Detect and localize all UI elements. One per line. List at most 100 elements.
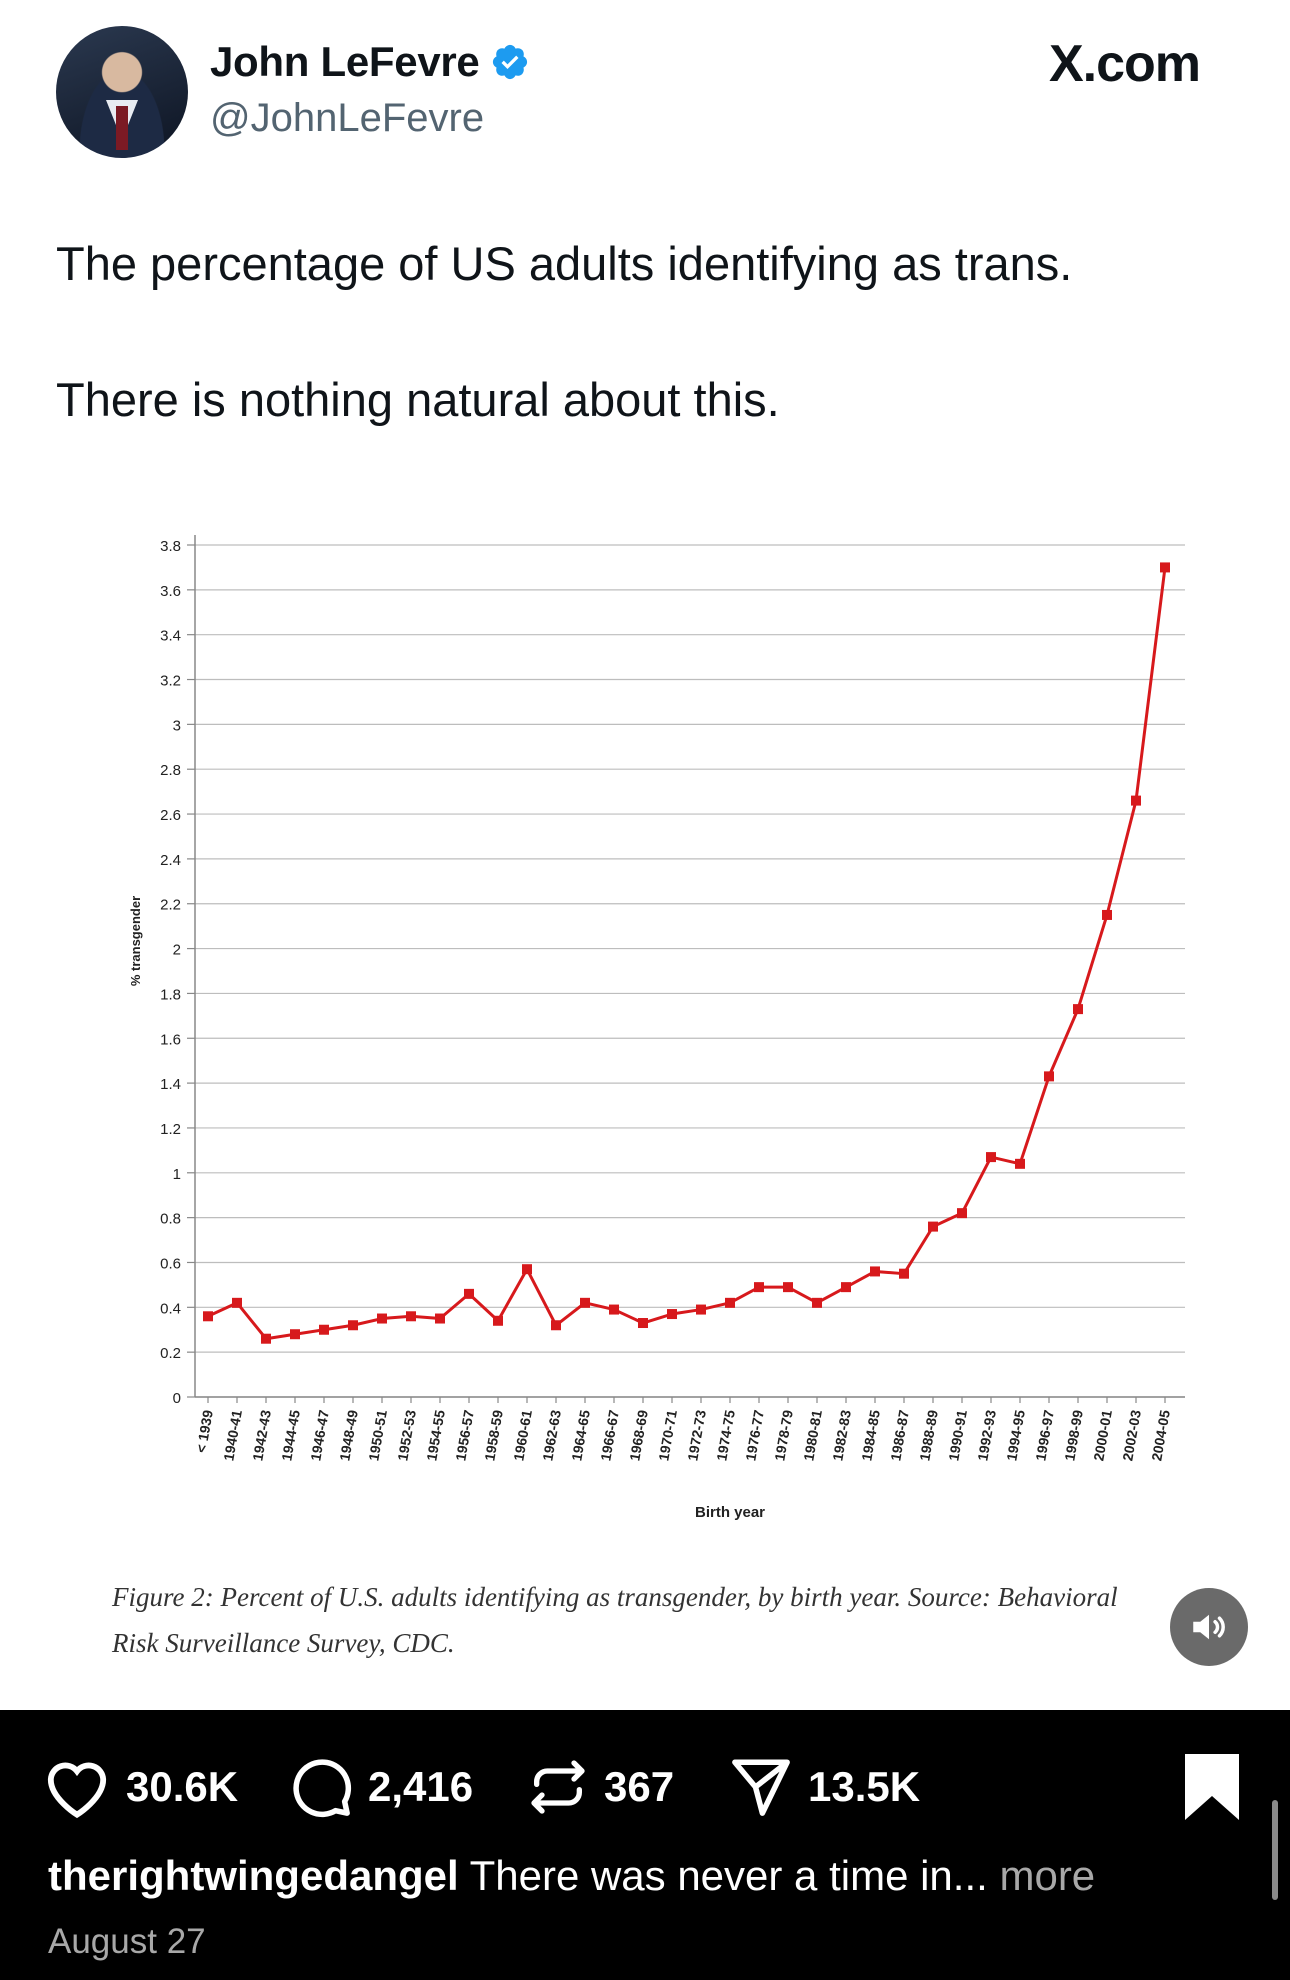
data-point-marker: [580, 1297, 590, 1308]
post-text-line-1: The percentage of US adults identifying …: [56, 237, 1073, 290]
like-count: 30.6K: [126, 1763, 239, 1810]
y-tick-label: 2.2: [160, 897, 181, 914]
caption-more-link[interactable]: more: [999, 1852, 1096, 1899]
x-tick-label: 1964-65: [568, 1409, 593, 1463]
y-tick-label: 1.2: [160, 1121, 181, 1138]
x-tick-label: 1996-97: [1032, 1409, 1057, 1463]
y-axis-label: % transgender: [128, 896, 143, 986]
data-point-marker: [406, 1311, 416, 1322]
data-point-marker: [290, 1329, 300, 1340]
y-tick-label: 1.8: [160, 986, 181, 1003]
x-tick-label: 1950-51: [365, 1409, 390, 1463]
x-tick-label: < 1939: [193, 1409, 216, 1455]
data-point-marker: [203, 1311, 213, 1322]
y-tick-label: 2.8: [160, 762, 181, 779]
x-tick-label: 1960-61: [510, 1409, 535, 1463]
author-avatar[interactable]: [56, 26, 188, 158]
y-tick-label: 0.6: [160, 1255, 181, 1272]
line-chart: 0 0.2 0.4 0.6 0.8 1 1.2 1.4 1.6 1.8 2 2.2 2.4 2.6 2.8 3…: [128, 535, 1185, 1521]
share-count: 13.5K: [808, 1763, 921, 1810]
y-tick-label: 2: [173, 942, 181, 959]
y-tick-label: 3.4: [160, 628, 181, 645]
x-tick-label: 1994-95: [1003, 1409, 1028, 1463]
data-point-marker: [1015, 1158, 1025, 1169]
share-button[interactable]: 13.5K: [728, 1752, 920, 1822]
x-tick-label: 1946-47: [307, 1409, 332, 1463]
data-point-marker: [609, 1304, 619, 1315]
x-tick-label: 1954-55: [423, 1409, 448, 1463]
x-tick-label: 1982-83: [829, 1409, 854, 1463]
x-tick-label: 1942-43: [249, 1409, 274, 1463]
data-point-marker: [261, 1333, 271, 1344]
bookmark-icon[interactable]: [1182, 1754, 1242, 1820]
series-line: [207, 567, 1167, 1341]
avatar-tie: [116, 106, 128, 150]
data-point-marker: [754, 1282, 764, 1293]
y-tick-label: 3.2: [160, 673, 181, 690]
heart-icon: [47, 1762, 107, 1819]
x-tick-label: 1944-45: [278, 1409, 303, 1463]
x-tick-label: 1998-99: [1061, 1409, 1086, 1463]
comment-bubble-icon: [293, 1759, 352, 1818]
x-tick-label: 1956-57: [452, 1409, 477, 1463]
author-handle[interactable]: @JohnLeFevre: [210, 96, 485, 140]
chart-caption-line-1: Figure 2: Percent of U.S. adults identif…: [112, 1582, 1118, 1612]
post-text-line-2: There is nothing natural about this.: [56, 373, 780, 426]
y-tick-label: 1.6: [160, 1031, 181, 1048]
x-tick-label: 1970-71: [655, 1409, 680, 1463]
data-point-marker: [1073, 1004, 1083, 1015]
data-point-marker: [667, 1309, 677, 1320]
data-point-marker: [638, 1318, 648, 1329]
x-tick-label: 2004-05: [1148, 1409, 1173, 1463]
x-tick-label: 1958-59: [481, 1409, 506, 1463]
x-tick-label: 1984-85: [858, 1409, 883, 1463]
data-point-marker: [377, 1313, 387, 1324]
data-point-marker: [1044, 1071, 1054, 1082]
speaker-icon: [1193, 1614, 1225, 1640]
y-tick-label: 3: [173, 717, 181, 734]
data-point-marker: [870, 1266, 880, 1277]
data-point-marker: [435, 1313, 445, 1324]
author-name[interactable]: John LeFevre: [210, 38, 480, 85]
y-tick-label: 3.6: [160, 583, 181, 600]
data-point-marker: [928, 1221, 938, 1232]
caption-username[interactable]: therightwingedangel: [48, 1852, 459, 1899]
data-point-marker: [812, 1297, 822, 1308]
data-point-marker: [696, 1304, 706, 1315]
post-card: John LeFevre @JohnLeFevre X.com The perc…: [40, 26, 1250, 1705]
y-tick-label: 0: [173, 1390, 181, 1407]
like-button[interactable]: 30.6K: [42, 1752, 238, 1822]
post-caption[interactable]: therightwingedangel There was never a ti…: [48, 1852, 1095, 1900]
sound-toggle-button[interactable]: [1170, 1588, 1248, 1666]
comment-button[interactable]: 2,416: [288, 1752, 473, 1822]
data-point-marker: [1102, 909, 1112, 920]
chart-image[interactable]: 0 0.2 0.4 0.6 0.8 1 1.2 1.4 1.6 1.8 2 2.2 2.4 2.6 2.8 3…: [40, 460, 1250, 1705]
data-point-marker: [957, 1208, 967, 1219]
verified-badge-icon: [492, 44, 528, 80]
data-point-marker: [783, 1282, 793, 1293]
x-tick-label: 1962-63: [539, 1409, 564, 1463]
data-point-marker: [464, 1288, 474, 1299]
data-point-marker: [841, 1282, 851, 1293]
x-tick-label: 1986-87: [887, 1409, 912, 1463]
x-tick-label: 2002-03: [1119, 1409, 1144, 1463]
y-tick-label: 3.8: [160, 538, 181, 555]
y-tick-label: 2.4: [160, 852, 181, 869]
x-tick-label: 1980-81: [800, 1409, 825, 1463]
y-tick-label: 0.8: [160, 1211, 181, 1228]
data-point-marker: [725, 1297, 735, 1308]
send-icon: [732, 1759, 790, 1816]
repost-icon: [531, 1760, 585, 1814]
repost-count: 367: [604, 1763, 675, 1810]
x-tick-label: 1940-41: [220, 1409, 245, 1463]
scrollbar-thumb[interactable]: [1272, 1800, 1278, 1900]
comment-count: 2,416: [368, 1763, 474, 1810]
x-tick-label: 1990-91: [945, 1409, 970, 1463]
x-tick-label: 1988-89: [916, 1409, 941, 1463]
x-tick-label: 1974-75: [713, 1409, 738, 1463]
repost-button[interactable]: 367: [526, 1752, 674, 1822]
x-tick-label: 1972-73: [684, 1409, 709, 1463]
site-label: X.com: [1048, 35, 1201, 93]
y-tick-label: 1: [173, 1166, 181, 1183]
data-point-marker: [319, 1324, 329, 1335]
